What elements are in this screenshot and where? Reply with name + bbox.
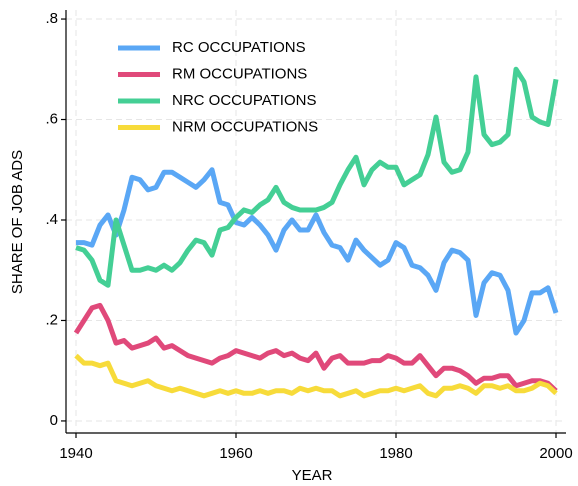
series-line	[74, 353, 558, 399]
y-tick-label: .2	[45, 311, 58, 328]
x-tick-label: 2000	[539, 445, 572, 462]
y-tick-label: .6	[45, 110, 58, 127]
y-tick-label: .4	[45, 211, 58, 228]
series-line	[73, 302, 558, 393]
legend-label: RM OCCUPATIONS	[172, 65, 307, 82]
x-axis-label: YEAR	[292, 467, 333, 484]
x-tick-label: 1940	[59, 445, 92, 462]
legend-label: NRM OCCUPATIONS	[172, 118, 318, 135]
series-line	[76, 167, 559, 336]
legend-label: RC OCCUPATIONS	[172, 39, 306, 56]
y-tick-label: 0	[50, 412, 58, 429]
x-tick-label: 1960	[219, 445, 252, 462]
y-tick-label: .8	[45, 10, 58, 27]
y-axis-label: SHARE OF JOB ADS	[9, 150, 26, 294]
legend-label: NRC OCCUPATIONS	[172, 92, 316, 109]
x-tick-label: 1980	[379, 445, 412, 462]
series-line	[75, 66, 559, 288]
